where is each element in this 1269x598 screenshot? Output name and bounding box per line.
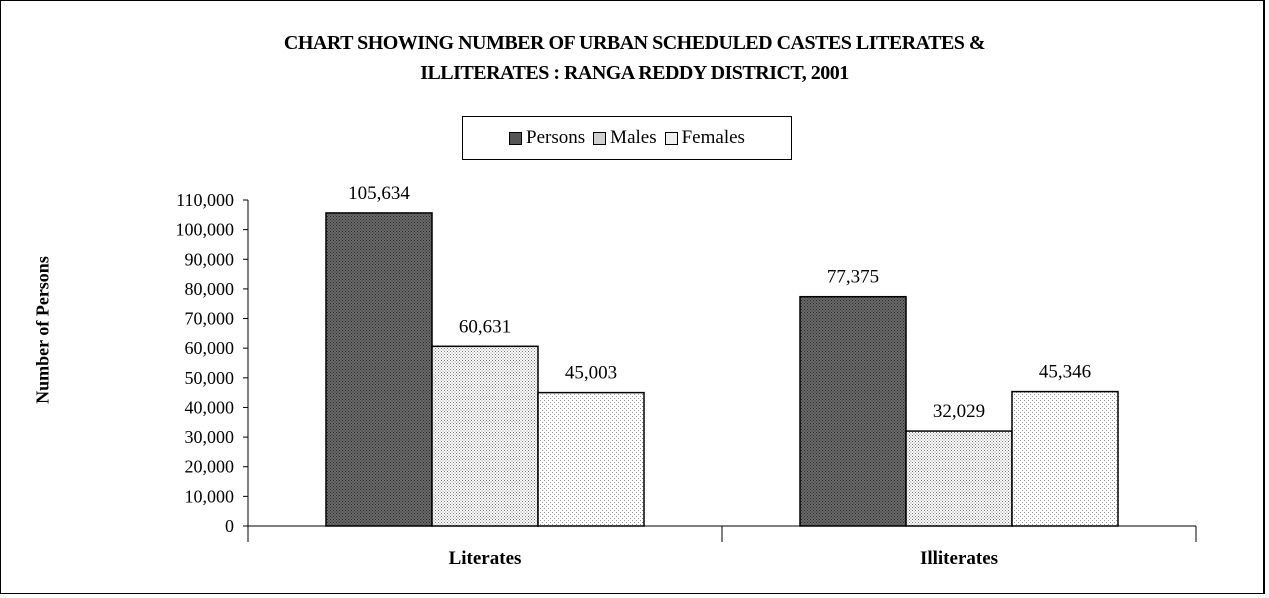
data-label: 60,631: [459, 316, 511, 337]
bar-females-illiterates: [1011, 390, 1119, 527]
data-labels: 105,634 60,631 45,003 77,375 32,029 45,346: [348, 183, 1091, 422]
bar-persons-literates: [325, 212, 433, 527]
y-tick-label: 90,000: [185, 249, 235, 269]
x-category-label: Illiterates: [920, 548, 998, 569]
legend-item-persons: Persons: [509, 127, 585, 149]
legend-label-persons: Persons: [526, 127, 586, 148]
legend-item-females: Females: [664, 127, 745, 149]
y-tick-label: 60,000: [185, 338, 235, 358]
y-tick-label: 0: [225, 516, 234, 536]
y-tick-label: 30,000: [185, 427, 235, 447]
legend-swatch-males: [593, 131, 607, 145]
data-label: 45,003: [565, 363, 617, 384]
legend-swatch-females: [664, 131, 678, 145]
data-label: 45,346: [1039, 362, 1091, 383]
y-tick-label: 20,000: [185, 457, 235, 477]
axes: 0 10,000 20,000 30,000 40,000 50,000 60,000 70,…: [176, 190, 1197, 569]
y-tick-label: 80,000: [185, 279, 235, 299]
bar-females-literates: [537, 391, 645, 527]
legend-item-males: Males: [593, 127, 657, 149]
y-tick-label: 100,000: [176, 220, 235, 240]
bar-males-literates: [431, 345, 539, 527]
y-tick-label: 50,000: [185, 368, 235, 388]
data-label: 77,375: [827, 267, 879, 288]
bar-males-illiterates: [905, 430, 1013, 527]
y-tick-label: 10,000: [185, 486, 235, 506]
legend-label-males: Males: [610, 127, 657, 148]
legend: Persons Males Females: [462, 116, 792, 160]
y-tick-label: 70,000: [185, 309, 235, 329]
x-category-label: Literates: [449, 548, 522, 569]
bars: [325, 212, 1119, 527]
legend-swatch-persons: [509, 131, 523, 145]
y-tick-label: 40,000: [185, 397, 235, 417]
chart-title-line-1: CHART SHOWING NUMBER OF URBAN SCHEDULED …: [283, 32, 986, 54]
chart-title-line-2: ILLITERATES : RANGA REDDY DISTRICT, 2001: [420, 62, 849, 84]
data-label: 32,029: [933, 401, 985, 422]
data-label: 105,634: [348, 183, 410, 204]
legend-label-females: Females: [681, 127, 745, 148]
y-tick-label: 110,000: [176, 190, 234, 210]
bar-persons-illiterates: [799, 295, 907, 527]
